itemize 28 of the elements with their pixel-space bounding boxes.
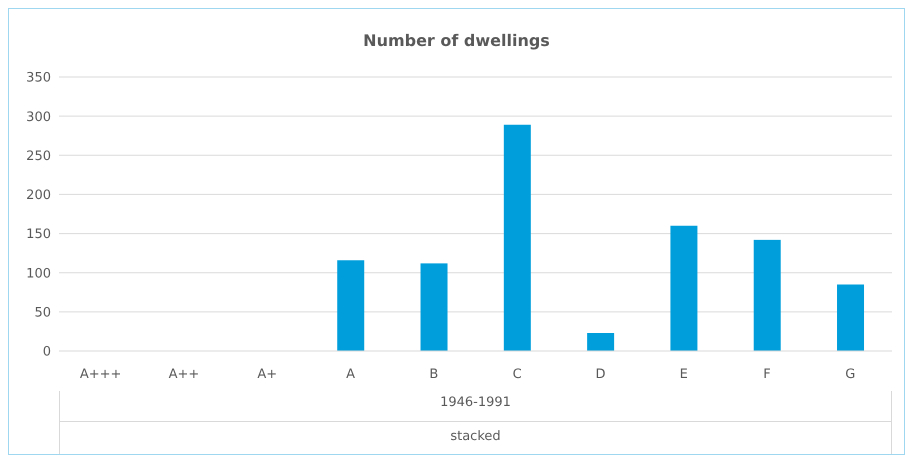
- x-tick-label: B: [429, 367, 438, 382]
- text: stacked: [60, 421, 891, 454]
- x-tick-label: A+: [257, 367, 278, 382]
- bar: [837, 284, 864, 351]
- y-tick-label: 300: [26, 110, 51, 125]
- y-tick-label: 200: [26, 188, 51, 204]
- bar: [420, 263, 448, 351]
- y-tick-label: 150: [26, 227, 51, 242]
- x-tick-label: A++: [168, 367, 200, 382]
- bar: [337, 260, 364, 351]
- x-tick-label: A: [346, 367, 356, 382]
- x-tick-label: E: [680, 367, 688, 382]
- y-tick-label: 0: [42, 344, 51, 360]
- y-tick-label: 250: [26, 148, 51, 164]
- x-tick-label: A+++: [80, 367, 122, 382]
- y-tick-label: 50: [34, 305, 51, 320]
- y-tick-label: 350: [26, 70, 51, 86]
- bar: [670, 226, 698, 351]
- bar: [754, 240, 781, 351]
- bar: [504, 124, 531, 351]
- x-tick-label: D: [595, 367, 606, 382]
- x-tick-label: F: [763, 367, 771, 382]
- x-axis-title: 1946-1991: [439, 394, 512, 412]
- x-tick-label: G: [845, 367, 856, 382]
- chart-title: Number of dwellings: [362, 31, 551, 52]
- x-tick-label: C: [512, 367, 522, 382]
- bar: [587, 332, 614, 351]
- y-tick-label: 100: [26, 266, 51, 282]
